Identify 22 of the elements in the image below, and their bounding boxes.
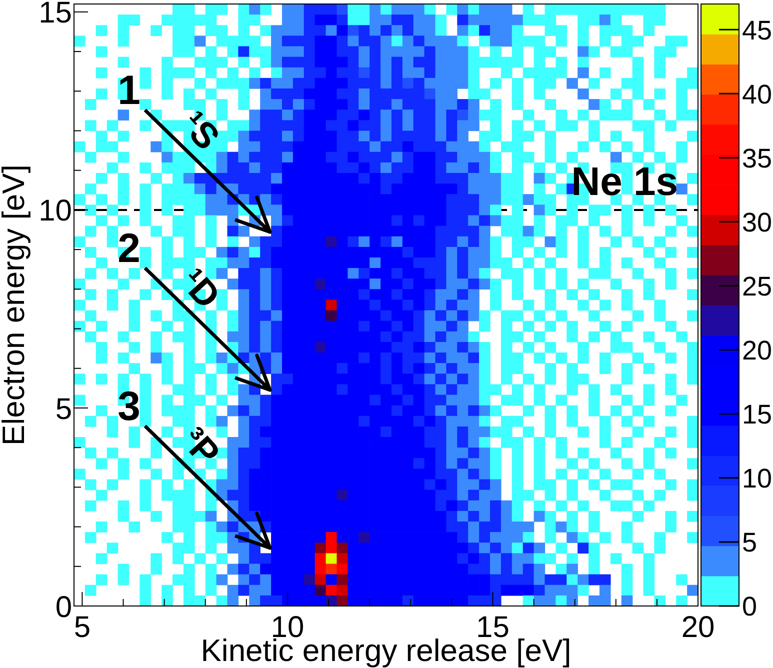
annotation: ¹S [173, 103, 228, 158]
annotation: 3 [118, 382, 140, 429]
annotation: ³P [173, 419, 228, 474]
color-bar-label: 45 [742, 15, 772, 46]
annotation: 2 [118, 224, 140, 271]
color-bar-label: 25 [742, 272, 772, 302]
y-tick-label: 5 [55, 392, 72, 426]
color-bar-label: 0 [742, 592, 758, 622]
color-bar-label: 10 [742, 464, 772, 494]
color-bar-label: 20 [742, 336, 772, 366]
x-tick-label: 20 [681, 611, 715, 644]
y-axis-title: Electron energy [eV] [0, 164, 31, 446]
y-tick-label: 0 [55, 590, 72, 624]
x-tick-label: 15 [476, 611, 510, 644]
color-bar-label: 15 [742, 400, 772, 430]
color-bar-label: 5 [742, 528, 758, 558]
color-bar-label: 30 [742, 207, 772, 238]
y-tick-label: 10 [38, 194, 72, 228]
y-tick-label: 15 [38, 0, 72, 30]
color-bar-label: 40 [742, 79, 772, 110]
color-bar-label: 35 [742, 143, 772, 174]
annotation: ¹D [172, 260, 229, 316]
